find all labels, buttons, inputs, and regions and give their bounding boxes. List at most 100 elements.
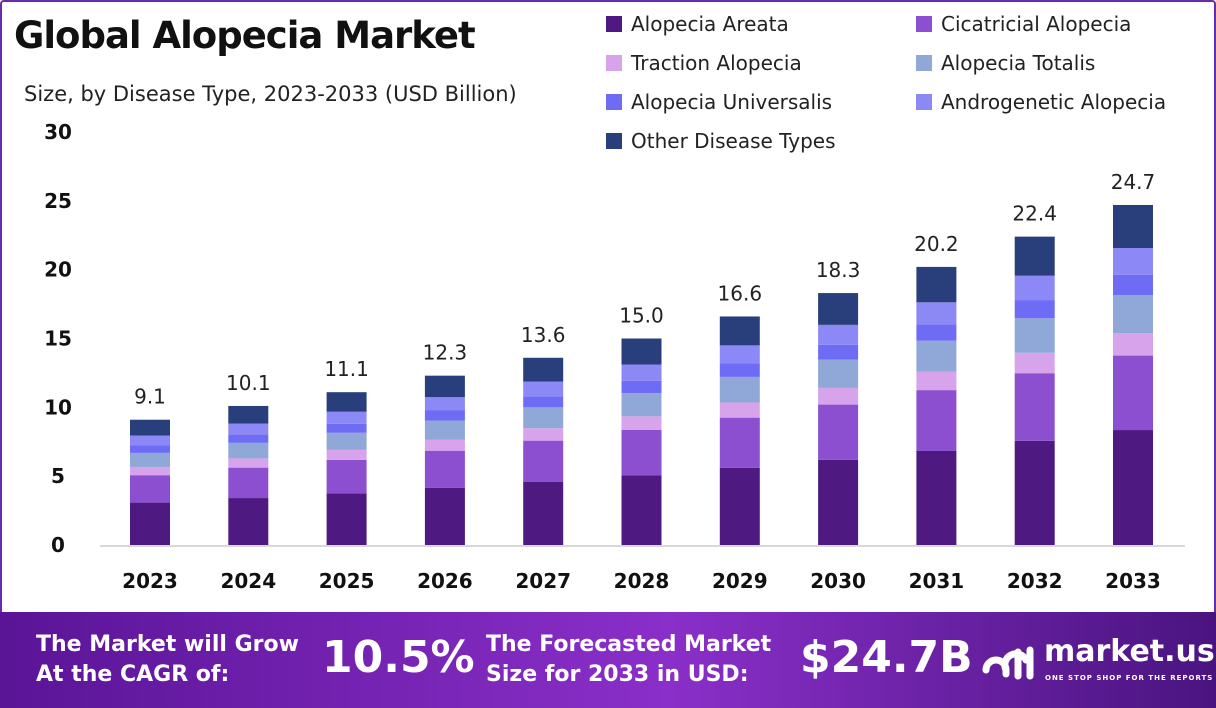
legend-swatch <box>606 55 622 71</box>
bar-segment <box>228 405 269 424</box>
bar-segment <box>424 420 465 440</box>
bar-segment <box>523 396 564 408</box>
bar-segment <box>621 475 662 545</box>
y-tick-label: 5 <box>51 464 65 488</box>
bar-segment <box>130 435 170 446</box>
bar-segment <box>523 440 564 482</box>
legend-label: Other Disease Types <box>631 129 836 153</box>
bar-segment <box>424 487 465 545</box>
bar-total-label: 15.0 <box>619 304 664 328</box>
market-us-logo-icon <box>982 646 1034 680</box>
bar-segment <box>719 363 760 377</box>
bar-segment <box>719 345 760 364</box>
stacked-bar-chart: 0510152025309.1202310.1202411.1202512.32… <box>44 120 1185 593</box>
bar-segment <box>621 380 662 394</box>
bar-segment <box>130 445 170 453</box>
bar-segment <box>326 459 367 494</box>
bar-segment <box>621 364 662 381</box>
legend-label: Alopecia Universalis <box>631 90 833 114</box>
x-tick-label: 2029 <box>712 569 768 593</box>
bar-segment <box>818 344 859 360</box>
cagr-label-line1: The Market will Grow <box>36 632 299 657</box>
bar-segment <box>1113 274 1153 295</box>
bar-segment <box>818 387 859 405</box>
chart-title: Global Alopecia Market <box>14 14 476 57</box>
bar-segment <box>818 359 859 388</box>
bar-segment <box>523 357 564 382</box>
bar-segment <box>228 442 269 459</box>
bar-segment <box>326 392 367 412</box>
bar-segment <box>1014 275 1055 301</box>
bar-segment <box>228 458 269 468</box>
bar-segment <box>523 481 564 545</box>
size-label-line1: The Forecasted Market <box>486 632 772 657</box>
bar-total-label: 11.1 <box>324 357 369 381</box>
bar-segment <box>916 266 957 303</box>
x-tick-label: 2025 <box>319 569 375 593</box>
bar-segment <box>228 434 269 443</box>
bar-segment <box>424 397 465 411</box>
footer-banner: The Market will Grow At the CAGR of: 10.… <box>0 612 1216 708</box>
brand-tagline: ONE STOP SHOP FOR THE REPORTS <box>1045 674 1214 682</box>
bar-segment <box>326 449 367 460</box>
bar-segment <box>1014 236 1055 276</box>
legend-swatch <box>606 94 622 110</box>
bar-segment <box>1113 333 1153 356</box>
bar-segment <box>326 432 367 450</box>
legend-item: Alopecia Areata <box>606 12 789 36</box>
y-tick-label: 30 <box>44 120 72 144</box>
y-tick-label: 10 <box>44 395 72 419</box>
bar-segment <box>130 502 170 545</box>
bar-segment <box>719 316 760 346</box>
bar-segment <box>621 429 662 476</box>
bar-segment <box>228 498 269 545</box>
x-tick-label: 2024 <box>220 569 276 593</box>
size-label-line2: Size for 2033 in USD: <box>486 662 749 687</box>
y-tick-label: 20 <box>44 258 72 282</box>
bar-segment <box>228 423 269 435</box>
bar-segment <box>1014 300 1055 319</box>
bar-total-label: 12.3 <box>423 341 468 365</box>
bar-segment <box>424 450 465 488</box>
bar-segment <box>818 459 859 545</box>
bar-segment <box>719 467 760 545</box>
legend-swatch <box>916 94 932 110</box>
bar-segment <box>1113 294 1153 334</box>
bar-segment <box>326 411 367 424</box>
legend-item: Alopecia Totalis <box>916 51 1095 75</box>
bar-segment <box>130 475 170 503</box>
bar-total-label: 10.1 <box>226 371 271 395</box>
x-tick-label: 2030 <box>810 569 866 593</box>
legend-item: Androgenetic Alopecia <box>916 90 1166 114</box>
bar-segment <box>818 293 859 325</box>
bar-segment <box>916 324 957 341</box>
size-value: $24.7B <box>800 632 973 683</box>
bar-segment <box>1113 204 1153 249</box>
bar-total-label: 24.7 <box>1111 170 1156 194</box>
y-tick-label: 0 <box>51 533 65 557</box>
cagr-value: 10.5% <box>322 632 475 683</box>
x-tick-label: 2028 <box>614 569 670 593</box>
bar-segment <box>621 416 662 430</box>
legend-swatch <box>606 16 622 32</box>
x-tick-label: 2031 <box>909 569 965 593</box>
bar-segment <box>424 410 465 421</box>
bar-total-label: 16.6 <box>718 281 763 305</box>
bar-segment <box>1014 440 1055 545</box>
bar-segment <box>130 419 170 436</box>
legend-swatch <box>916 55 932 71</box>
legend-swatch <box>606 133 622 149</box>
bar-segment <box>1014 318 1055 353</box>
bar-segment <box>719 402 760 418</box>
x-tick-label: 2033 <box>1105 569 1161 593</box>
bar-segment <box>130 466 170 476</box>
legend-label: Traction Alopecia <box>631 51 802 75</box>
x-tick-label: 2023 <box>122 569 178 593</box>
bar-segment <box>916 371 957 391</box>
bar-segment <box>916 390 957 451</box>
bar-total-label: 13.6 <box>521 323 566 347</box>
x-tick-label: 2032 <box>1007 569 1063 593</box>
bar-segment <box>719 417 760 468</box>
legend-item: Other Disease Types <box>606 129 836 153</box>
legend-label: Androgenetic Alopecia <box>941 90 1167 114</box>
